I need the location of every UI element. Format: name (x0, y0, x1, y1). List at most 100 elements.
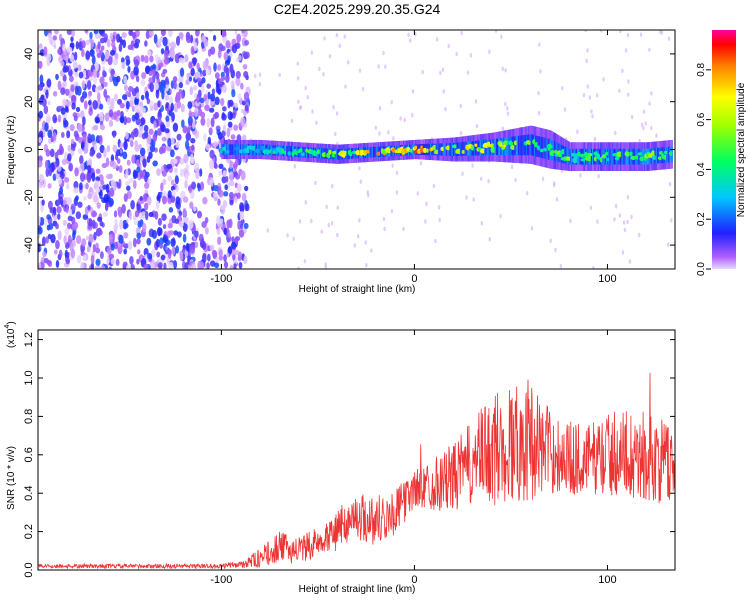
heatmap-noise-cell (136, 166, 141, 174)
heatmap-noise-cell (125, 264, 132, 269)
heatmap-noise-cell (131, 105, 136, 112)
heatmap-noise-cell (125, 168, 129, 179)
heatmap-ridge-band (667, 146, 670, 163)
heatmap-faint-cell (411, 112, 414, 118)
heatmap-noise-cell (164, 94, 170, 101)
heatmap-noise-cell (47, 32, 52, 41)
heatmap-faint-cell (390, 100, 393, 105)
snr-frame (37, 329, 676, 571)
heatmap-faint-cell (537, 90, 540, 96)
heatmap-noise-cell (118, 43, 123, 52)
heatmap-noise-cell (70, 36, 74, 43)
heatmap-ridge-band (629, 148, 632, 165)
heatmap-noise-cell (160, 48, 165, 55)
heatmap-noise-cell (157, 127, 162, 136)
heatmap-noise-cell (97, 41, 101, 50)
heatmap-noise-cell (179, 67, 185, 78)
heatmap-noise-cell (64, 251, 70, 259)
heatmap-noise-cell (95, 247, 101, 254)
heatmap-noise-cell (85, 182, 89, 190)
heatmap-ridge-band (638, 148, 641, 165)
heatmap-noise-cell (46, 53, 52, 63)
heatmap-noise-cell (153, 82, 159, 91)
heatmap-noise-cell (141, 72, 147, 79)
heatmap-noise-cell (158, 62, 164, 68)
heatmap-noise-cell (97, 216, 103, 222)
heatmap-faint-cell (356, 234, 360, 239)
heatmap-noise-cell (157, 262, 163, 269)
heatmap-faint-cell (506, 111, 510, 116)
heatmap-noise-cell (208, 127, 213, 136)
heatmap-faint-cell (585, 58, 588, 64)
heatmap-noise-cell (123, 84, 129, 92)
heatmap-noise-cell (59, 196, 64, 206)
heatmap-noise-cell (98, 30, 105, 35)
heatmap-faint-cell (115, 163, 118, 168)
y-tick-label: 0.0 (23, 562, 35, 577)
heatmap-noise-cell (86, 159, 92, 167)
heatmap-ridge-band (609, 148, 612, 165)
heatmap-noise-cell (240, 170, 246, 181)
heatmap-noise-cell (93, 124, 99, 131)
heatmap-ridge-band (659, 147, 662, 164)
y-tick-label: 0 (23, 146, 35, 152)
heatmap-ridge-peak (440, 146, 445, 152)
heatmap-noise-cell (131, 32, 137, 38)
heatmap-noise-cell (193, 41, 198, 52)
heatmap-faint-cell (549, 238, 552, 243)
heatmap-noise-cell (118, 165, 123, 173)
heatmap-noise-cell (215, 83, 220, 94)
heatmap-faint-cell (85, 235, 89, 241)
heatmap-ridge-band (285, 145, 288, 157)
heatmap-faint-cell (650, 125, 653, 131)
heatmap-faint-cell (559, 263, 563, 269)
heatmap-noise-cell (127, 240, 133, 250)
heatmap-faint-cell (459, 103, 462, 109)
heatmap-ridge-peak (343, 150, 348, 156)
heatmap-faint-cell (258, 82, 262, 87)
heatmap-noise-cell (194, 107, 199, 118)
heatmap-noise-cell (216, 215, 221, 225)
heatmap-faint-cell (325, 204, 328, 210)
heatmap-noise-cell (121, 94, 128, 101)
heatmap-noise-cell (104, 202, 109, 212)
heatmap-noise-cell (242, 63, 248, 70)
heatmap-noise-cell (38, 83, 44, 91)
heatmap-noise-cell (82, 116, 86, 126)
heatmap-noise-cell (74, 71, 79, 78)
heatmap-ridge-band (487, 139, 490, 156)
heatmap-noise-cell (161, 169, 167, 177)
heatmap-ridge-band (439, 143, 442, 156)
heatmap-ridge-band (515, 136, 518, 156)
heatmap-noise-cell (232, 254, 236, 261)
heatmap-noise-cell (47, 129, 53, 139)
heatmap-noise-cell (110, 243, 115, 251)
heatmap-ridge-band (542, 137, 545, 159)
heatmap-noise-cell (149, 105, 154, 112)
heatmap-noise-cell (146, 98, 151, 105)
heatmap-ridge-band (375, 146, 378, 158)
heatmap-noise-cell (68, 75, 74, 83)
heatmap-noise-cell (89, 31, 93, 40)
heatmap-noise-cell (116, 110, 121, 116)
heatmap-noise-cell (92, 68, 98, 78)
heatmap-faint-cell (471, 163, 474, 168)
heatmap-faint-cell (514, 177, 517, 183)
heatmap-noise-cell (164, 49, 169, 60)
heatmap-faint-cell (602, 77, 605, 82)
heatmap-noise-cell (60, 107, 66, 115)
heatmap-faint-cell (480, 221, 483, 226)
heatmap-noise-cell (95, 116, 100, 124)
heatmap-noise-cell (106, 257, 110, 265)
heatmap-noise-cell (71, 102, 76, 110)
colorbar-tick-label: 0.4 (696, 162, 707, 176)
heatmap-noise-cell (167, 175, 173, 182)
heatmap-noise-cell (91, 219, 96, 229)
heatmap-noise-cell (202, 60, 209, 70)
heatmap-noise-cell (92, 99, 98, 110)
heatmap-faint-cell (358, 166, 361, 171)
heatmap-ridge-band (623, 148, 626, 165)
heatmap-noise-cell (78, 71, 84, 79)
heatmap-noise-cell (156, 251, 161, 258)
